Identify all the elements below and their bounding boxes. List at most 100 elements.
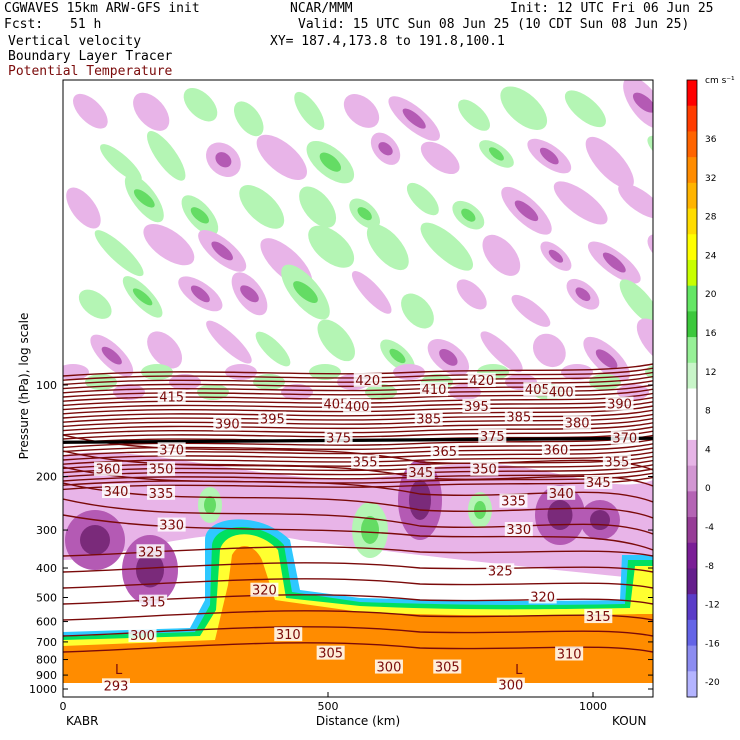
- colorbar-swatch: [687, 542, 697, 569]
- downdraft-core: [190, 285, 210, 303]
- updraft-region: [500, 86, 548, 131]
- theta-label: 365: [432, 445, 457, 460]
- colorbar-label: 24: [705, 251, 717, 261]
- theta-label-bg: [147, 485, 176, 500]
- y-tick-label: 400: [36, 562, 57, 575]
- y-tick-label: 800: [36, 654, 57, 667]
- colorbar-swatch: [687, 465, 697, 492]
- downdraft-core: [575, 287, 591, 302]
- theta-label-bg: [321, 396, 350, 411]
- theta-label: 315: [586, 610, 611, 625]
- colorbar-swatch: [687, 182, 697, 210]
- downdraft-region: [143, 223, 195, 266]
- x-tick-label: 0: [60, 700, 67, 713]
- theta-contour: [63, 405, 653, 419]
- fcst-value: 51 h: [70, 17, 102, 32]
- theta-contour: [63, 371, 653, 386]
- y-tick-label: 600: [36, 616, 57, 629]
- org-label: NCAR/MMM: [290, 1, 353, 16]
- updraft-region: [309, 364, 341, 380]
- updraft-core: [489, 147, 504, 161]
- theta-label: 315: [141, 596, 166, 611]
- downdraft-core: [547, 500, 573, 530]
- downdraft-core: [80, 525, 110, 555]
- theta-label: 390: [607, 398, 632, 413]
- colorbar-swatch: [687, 439, 697, 467]
- y-axis-label: Pressure (hPa), log scale: [17, 313, 31, 460]
- theta-label: 370: [159, 443, 184, 458]
- updraft-region: [366, 224, 409, 271]
- y-tick-label: 900: [36, 669, 57, 682]
- downdraft-region: [133, 92, 170, 131]
- theta-label-bg: [547, 384, 576, 399]
- theta-label: 325: [488, 564, 513, 579]
- colorbar-swatch: [687, 388, 697, 415]
- downdraft-region: [73, 93, 108, 129]
- downdraft-core: [136, 552, 164, 588]
- theta-label: 300: [377, 661, 402, 676]
- theta-label-bg: [499, 493, 528, 508]
- theta-label: 420: [355, 374, 380, 389]
- cross-section-xy: XY= 187.4,173.8 to 191.8,100.1: [270, 34, 505, 49]
- updraft-core: [474, 501, 486, 519]
- theta-label-bg: [547, 485, 576, 500]
- updraft-region: [294, 91, 325, 131]
- colorbar-swatch: [687, 645, 697, 672]
- downdraft-core: [215, 152, 232, 168]
- theta-contour: [63, 375, 653, 390]
- downdraft-region: [351, 271, 392, 314]
- tropopause-line: [63, 436, 653, 444]
- theta-label: 395: [464, 400, 489, 415]
- colorbar-swatch: [687, 414, 697, 441]
- theta-label: 300: [130, 629, 155, 644]
- theta-label: 355: [604, 456, 629, 471]
- theta-label-bg: [343, 398, 372, 413]
- theta-contour: [63, 642, 653, 653]
- theta-label: 375: [480, 430, 505, 445]
- theta-label-bg: [486, 563, 515, 578]
- downdraft-core: [514, 200, 539, 222]
- plot-border: [62, 79, 654, 698]
- theta-label: 415: [159, 391, 184, 406]
- colorbar-unit: cm s⁻¹: [705, 76, 735, 86]
- theta-label: 293: [104, 679, 129, 694]
- colorbar-swatch: [687, 105, 697, 132]
- updraft-core: [389, 348, 406, 364]
- theta-label: 350: [472, 463, 497, 478]
- downdraft-region: [169, 374, 201, 390]
- downdraft-core: [539, 147, 559, 165]
- theta-label-bg: [274, 627, 303, 642]
- theta-label-bg: [250, 582, 279, 597]
- downdraft-core: [548, 249, 564, 263]
- updraft-core: [132, 288, 153, 306]
- theta-label-bg: [420, 382, 448, 397]
- updraft-region: [401, 293, 434, 329]
- theta-label-bg: [157, 442, 186, 457]
- updraft-region: [197, 384, 229, 400]
- theta-label-bg: [94, 461, 123, 476]
- downdraft-region: [618, 183, 653, 219]
- theta-label: 305: [435, 661, 460, 676]
- colorbar-label: 28: [705, 213, 717, 223]
- colorbar-label: 0: [705, 484, 711, 494]
- theta-label: 375: [326, 432, 351, 447]
- downdraft-region: [281, 384, 313, 400]
- colorbar-swatch: [687, 594, 697, 621]
- theta-label: 360: [543, 443, 568, 458]
- init-time: Init: 12 UTC Fri 06 Jun 25: [510, 1, 714, 16]
- theta-label-bg: [157, 517, 186, 532]
- theta-label-bg: [470, 461, 499, 476]
- downdraft-region: [482, 234, 521, 276]
- colorbar-label: -20: [705, 678, 720, 688]
- theta-label: 345: [586, 476, 611, 491]
- theta-contour: [63, 396, 653, 411]
- theta-label-bg: [496, 677, 525, 692]
- theta-label-bg: [353, 372, 382, 387]
- model-title: CGWAVES 15km ARW-GFS init: [4, 1, 200, 16]
- updraft-region: [317, 319, 355, 362]
- theta-label-bg: [610, 430, 639, 445]
- theta-label-bg: [351, 454, 380, 469]
- theta-contour: [63, 498, 653, 535]
- theta-label-bg: [139, 594, 168, 609]
- theta-label: 420: [469, 374, 494, 389]
